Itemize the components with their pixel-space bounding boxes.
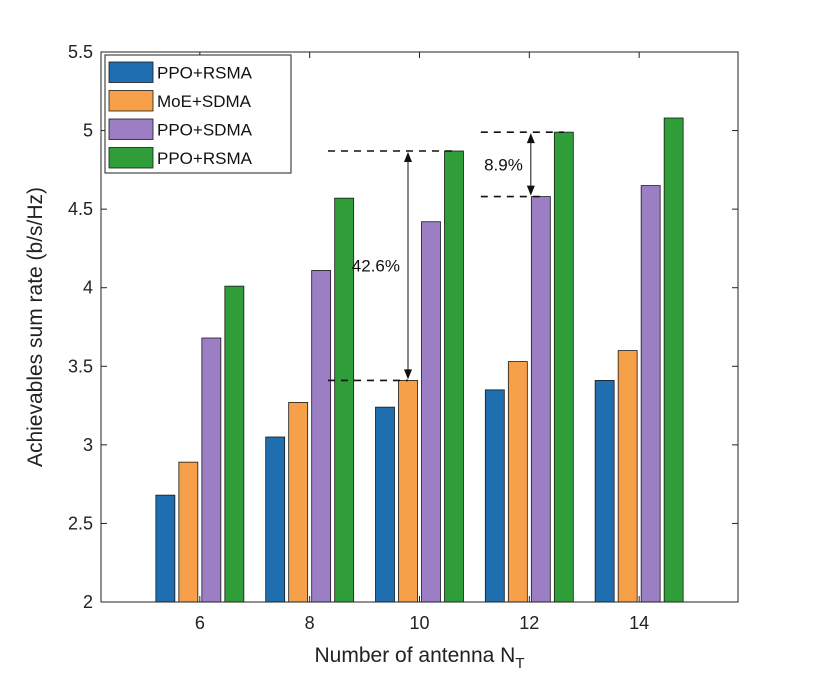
- annotation-arrowhead-up: [404, 152, 412, 162]
- annotation-label: 42.6%: [352, 257, 400, 276]
- bar-series3-12: [553, 131, 574, 603]
- bar-series3-14: [663, 117, 684, 603]
- x-tick-label: 6: [195, 613, 205, 633]
- legend-swatch: [108, 61, 154, 83]
- bar-series3-6: [224, 285, 245, 603]
- legend-swatch: [108, 147, 154, 169]
- y-tick-label: 3: [83, 435, 93, 455]
- legend-swatch: [108, 118, 154, 140]
- y-axis-ticks: 2 2.5 3 3.5 4 4.5 5 5.5: [68, 42, 738, 612]
- x-axis-label-subscript: T: [515, 655, 524, 672]
- y-tick-label: 2.5: [68, 513, 93, 533]
- legend: PPO+RSMA MoE+SDMA PPO+SDMA PPO+RSMA: [104, 54, 292, 174]
- y-tick-label: 3.5: [68, 356, 93, 376]
- annotations-group: 42.6% 8.9%: [328, 131, 564, 382]
- bar-series1-8: [288, 402, 309, 603]
- legend-swatch: [108, 90, 154, 112]
- bar-series2-12: [530, 196, 551, 603]
- legend-label: PPO+RSMA: [157, 63, 253, 82]
- bar-series1-10: [398, 380, 418, 603]
- x-tick-label: 10: [409, 613, 429, 633]
- y-tick-label: 4: [83, 278, 93, 298]
- y-tick-label: 4.5: [68, 199, 93, 219]
- bar-series2-6: [201, 337, 222, 603]
- bar-series2-10: [421, 221, 441, 603]
- bar-series0-14: [594, 380, 615, 603]
- x-tick-label: 14: [629, 613, 649, 633]
- y-axis-label: Achievables sum rate (b/s/Hz): [24, 187, 47, 467]
- bar-series1-12: [507, 361, 528, 603]
- y-tick-label: 2: [83, 592, 93, 612]
- x-tick-label: 12: [519, 613, 539, 633]
- x-axis-label-main: Number of antenna N: [315, 644, 516, 667]
- bar-series0-6: [155, 494, 176, 603]
- bar-series1-6: [178, 461, 199, 603]
- y-tick-label: 5.5: [68, 42, 93, 62]
- bar-series2-8: [311, 270, 332, 603]
- bar-series2-14: [640, 185, 661, 603]
- x-axis-label: Number of antenna NT: [315, 644, 525, 672]
- annotation-arrowhead-down: [526, 185, 535, 196]
- bar-series1-14: [617, 350, 638, 603]
- bars-group: [155, 117, 684, 603]
- x-tick-label: 8: [305, 613, 315, 633]
- bar-series3-10: [444, 150, 464, 603]
- x-axis-ticks: 6 8 10 12 14: [195, 52, 649, 633]
- annotation-arrowhead-up: [526, 133, 535, 144]
- bar-series0-10: [375, 406, 395, 603]
- legend-label: PPO+RSMA: [157, 149, 253, 168]
- annotation-label: 8.9%: [484, 155, 523, 174]
- legend-label: PPO+SDMA: [157, 120, 253, 139]
- bar-series0-8: [265, 436, 286, 603]
- legend-label: MoE+SDMA: [157, 92, 252, 111]
- y-tick-label: 5: [83, 121, 93, 141]
- bar-series0-12: [484, 389, 505, 603]
- annotation-arrowhead-down: [404, 369, 412, 380]
